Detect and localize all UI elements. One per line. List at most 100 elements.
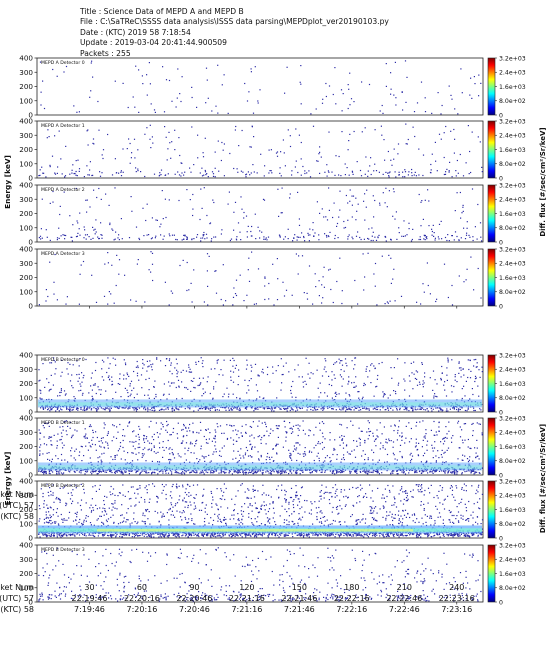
flux-point xyxy=(207,442,209,444)
flux-point xyxy=(202,152,204,154)
flux-point xyxy=(38,505,40,507)
flux-point xyxy=(49,164,51,166)
flux-point xyxy=(233,407,235,409)
flux-point xyxy=(394,424,396,426)
colorbar-tick-label: 3.2e+03 xyxy=(499,415,526,422)
flux-point xyxy=(131,470,133,472)
flux-point xyxy=(384,159,386,161)
flux-point xyxy=(280,389,282,391)
flux-point xyxy=(127,395,129,398)
flux-point xyxy=(339,444,341,446)
flux-point xyxy=(214,409,216,412)
flux-point xyxy=(206,270,208,272)
flux-point xyxy=(190,471,193,473)
flux-point xyxy=(232,439,235,441)
flux-point xyxy=(295,253,297,255)
flux-point xyxy=(474,447,476,449)
flux-point xyxy=(157,473,159,475)
flux-point xyxy=(324,471,326,473)
flux-point xyxy=(335,395,337,397)
spectrogram-panel: MEPD A Detector 340030020010003.2e+032.4… xyxy=(19,245,525,311)
flux-point xyxy=(105,471,108,473)
flux-point xyxy=(464,238,467,240)
flux-point xyxy=(469,236,471,238)
flux-point xyxy=(447,495,449,497)
flux-point xyxy=(40,104,42,106)
flux-point xyxy=(355,197,357,199)
colorbar-tick-label: 8.0e+02 xyxy=(499,225,526,232)
flux-point xyxy=(284,408,286,410)
flux-point xyxy=(392,472,394,474)
flux-point xyxy=(476,447,478,449)
flux-point xyxy=(221,406,224,409)
flux-point xyxy=(348,376,350,378)
flux-point xyxy=(472,430,474,432)
flux-point xyxy=(79,358,81,360)
flux-point xyxy=(476,362,478,364)
flux-point xyxy=(373,507,375,509)
flux-point xyxy=(241,435,243,437)
flux-point xyxy=(254,518,256,520)
flux-point xyxy=(105,407,107,409)
flux-point xyxy=(472,236,474,238)
flux-point xyxy=(51,458,53,460)
flux-point xyxy=(274,407,276,409)
flux-point xyxy=(376,408,379,411)
flux-point xyxy=(210,470,212,472)
flux-point xyxy=(384,202,386,204)
flux-point xyxy=(143,453,145,455)
flux-point xyxy=(83,408,85,410)
flux-point xyxy=(351,382,353,384)
flux-point xyxy=(297,424,299,426)
flux-point xyxy=(306,298,309,300)
flux-point xyxy=(438,430,440,432)
flux-point xyxy=(397,534,399,536)
flux-point xyxy=(236,433,238,436)
flux-point xyxy=(188,364,190,366)
flux-point xyxy=(372,471,374,474)
flux-point xyxy=(105,193,107,195)
flux-point xyxy=(189,485,191,487)
flux-point xyxy=(215,381,217,383)
flux-point xyxy=(419,489,422,491)
flux-point xyxy=(212,453,214,455)
flux-point xyxy=(302,453,304,455)
flux-point xyxy=(67,362,69,364)
flux-point xyxy=(459,436,462,438)
flux-point xyxy=(289,197,291,199)
flux-point xyxy=(339,190,341,192)
flux-point xyxy=(162,472,164,474)
flux-point xyxy=(291,513,293,515)
flux-point xyxy=(424,452,426,454)
flux-point xyxy=(221,432,223,434)
flux-point xyxy=(133,407,135,409)
flux-point xyxy=(414,446,417,448)
flux-point xyxy=(49,436,51,438)
flux-point xyxy=(203,393,205,395)
flux-point xyxy=(244,472,246,474)
flux-point xyxy=(364,453,366,455)
flux-point xyxy=(350,471,352,473)
flux-point xyxy=(114,187,116,189)
flux-point xyxy=(177,379,180,381)
flux-point xyxy=(40,390,42,392)
flux-point xyxy=(222,264,224,266)
flux-point xyxy=(402,518,404,520)
flux-point xyxy=(198,432,200,434)
flux-point xyxy=(168,304,170,306)
flux-point xyxy=(122,435,124,437)
flux-point xyxy=(403,408,405,411)
flux-point xyxy=(370,157,372,159)
flux-point xyxy=(66,408,68,410)
flux-point xyxy=(333,363,335,365)
flux-point xyxy=(114,472,116,474)
flux-point xyxy=(448,85,450,87)
flux-point xyxy=(413,361,415,363)
flux-point xyxy=(264,285,266,287)
flux-point xyxy=(334,237,336,240)
flux-point xyxy=(325,82,327,85)
flux-point xyxy=(466,470,468,472)
flux-point xyxy=(171,234,174,236)
flux-point xyxy=(317,452,319,454)
